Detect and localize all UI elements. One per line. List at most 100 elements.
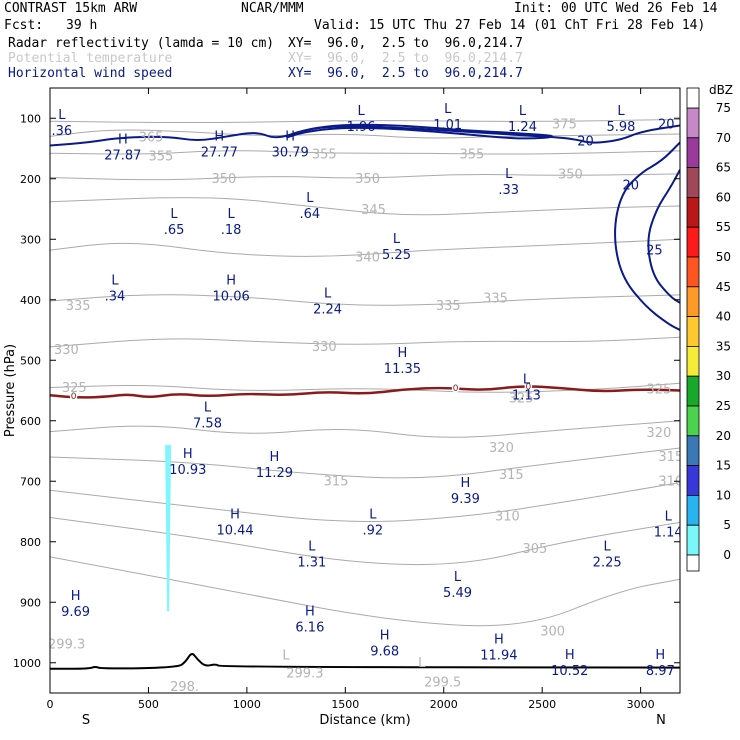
theta-label: 298.: [170, 680, 199, 695]
extremum-value: 11.35: [384, 362, 421, 377]
colorbar-swatch-5: [686, 524, 700, 556]
field-radar-name: Radar reflectivity (lamda = 10 cm): [8, 36, 275, 51]
extremum-value: 1.01: [433, 118, 462, 133]
colorbar-top-cap: [686, 87, 700, 109]
extremum-type: L: [519, 104, 527, 119]
wind-extrema: L.36H27.87H27.77H30.79L1.96L1.01L1.24L5.…: [51, 102, 683, 679]
wind-contour-label: 20: [623, 179, 640, 194]
wind-contour-25-3: [285, 123, 554, 140]
colorbar-unit: dBZ: [709, 83, 733, 97]
extremum-value: 1.13: [512, 389, 541, 404]
extremum-type: L: [357, 104, 365, 119]
theta-contour-320: [50, 420, 680, 438]
theta-contour-310: [50, 482, 680, 522]
extremum-type: H: [565, 648, 575, 663]
theta-label: 300: [540, 624, 565, 639]
header: CONTRAST 15km ARW NCAR/MMM Init: 00 UTC …: [0, 0, 740, 86]
x-tick-label: 2500: [528, 698, 556, 711]
theta-label: 335: [66, 299, 91, 314]
colorbar-label: 15: [716, 459, 731, 473]
x-tick-label: 1000: [233, 698, 261, 711]
colorbar-label: 30: [716, 369, 731, 383]
wind-contour-label: 25: [646, 243, 663, 258]
theta-contour-345: [50, 197, 680, 216]
extremum-value: 10.52: [551, 664, 588, 679]
extremum-value: 7.58: [193, 416, 222, 431]
colorbar-label: 5: [723, 518, 731, 532]
extremum-value: .34: [105, 289, 126, 304]
y-tick-label: 900: [20, 596, 41, 609]
extremum-value: 1.14: [654, 525, 683, 540]
extremum-type: H: [380, 628, 390, 643]
x-tick-label: 0: [47, 698, 54, 711]
theta-label: 325: [62, 381, 87, 396]
extremum-type: L: [393, 232, 401, 247]
extremum-value: 9.69: [61, 605, 90, 620]
extremum-type: H: [398, 346, 408, 361]
field-wind-xy: XY= 96.0, 2.5 to 96.0,214.7: [288, 66, 523, 81]
extremum-type: L: [617, 104, 625, 119]
theta-label: 315: [499, 468, 524, 483]
theta-label: 320: [647, 426, 672, 441]
colorbar-swatch-0: [686, 554, 700, 572]
field-radar-xy: XY= 96.0, 2.5 to 96.0,214.7: [288, 36, 523, 51]
colorbar-swatch-60: [686, 196, 700, 228]
theta-contour-305: [50, 517, 680, 566]
colorbar-label: 65: [716, 161, 731, 175]
theta-contour-330: [50, 336, 680, 348]
y-tick-label: 400: [20, 294, 41, 307]
field-wind-name: Horizontal wind speed: [8, 66, 173, 81]
extremum-value: 11.94: [480, 649, 517, 664]
theta-label: 350: [355, 172, 380, 187]
theta-label: L: [418, 656, 426, 671]
theta-label: 355: [148, 149, 173, 164]
north-label: N: [656, 713, 666, 728]
theta-label: 310: [658, 474, 683, 489]
extremum-value: 5.49: [443, 586, 472, 601]
x-tick-label: 2000: [430, 698, 458, 711]
theta-label: 299.3: [286, 667, 323, 682]
extremum-type: L: [204, 400, 212, 415]
colorbar-swatch-40: [686, 316, 700, 347]
init-time: Init: 00 UTC Wed 26 Feb 14: [514, 1, 718, 16]
theta-label: 310: [495, 509, 520, 524]
colorbar-label: 10: [716, 488, 731, 502]
y-tick-label: 500: [20, 354, 41, 367]
extremum-value: 11.29: [256, 466, 293, 481]
colorbar-swatch-10: [686, 494, 700, 526]
theta-label: 365: [139, 131, 164, 146]
extremum-type: L: [308, 540, 316, 555]
y-tick-label: 700: [20, 475, 41, 488]
extremum-type: L: [228, 207, 236, 222]
extremum-value: 30.79: [272, 145, 309, 160]
extremum-type: H: [214, 129, 224, 144]
theta-label: 350: [558, 168, 583, 183]
y-tick-label: 1000: [13, 657, 41, 670]
theta-label: 330: [312, 340, 337, 355]
theta-label: 320: [489, 441, 514, 456]
extremum-value: 9.39: [451, 492, 480, 507]
freezing-level-line: [50, 385, 680, 399]
extremum-value: 27.87: [104, 148, 141, 163]
x-tick-label: 1500: [331, 698, 359, 711]
colorbar-swatch-75: [686, 107, 700, 139]
extremum-value: .36: [51, 124, 72, 139]
theta-contour-300: [50, 556, 680, 627]
terrain: [50, 653, 680, 670]
extremum-type: H: [285, 129, 295, 144]
colorbar-label: 35: [716, 339, 731, 353]
terrain-line: [50, 653, 680, 670]
theta-label: 305: [523, 542, 548, 557]
theta-label: 335: [436, 299, 461, 314]
colorbar-swatch-20: [686, 435, 700, 466]
extremum-value: 8.97: [646, 664, 675, 679]
theta-contour-350: [50, 173, 680, 181]
extremum-type: L: [454, 570, 462, 585]
extremum-type: L: [523, 373, 531, 388]
extremum-type: H: [183, 447, 193, 462]
organization: NCAR/MMM: [241, 1, 304, 16]
freezing-label-bg: 0: [453, 384, 459, 394]
